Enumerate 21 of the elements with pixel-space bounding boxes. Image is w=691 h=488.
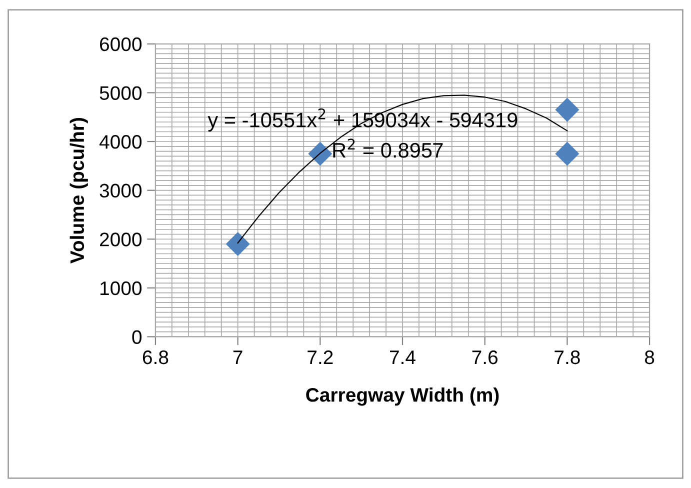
- x-tick-label: 7.2: [308, 350, 333, 364]
- y-tick-label: 0: [132, 330, 142, 344]
- point: [226, 232, 250, 256]
- point: [555, 98, 580, 122]
- x-tick-label: 8: [644, 350, 654, 364]
- annotation: R$^{2}$ = 0.8957: [333, 138, 443, 158]
- y-tick-label: 3000: [100, 184, 142, 198]
- point: [555, 142, 580, 166]
- y-axis-title: Volume (pcu/hr): [70, 118, 88, 264]
- y-tick-label: 5000: [100, 86, 142, 100]
- point: [308, 142, 332, 166]
- y-tick-label: 2000: [100, 232, 142, 246]
- x-axis-title: Carregway Width (m): [306, 387, 499, 406]
- x-tick-label: 7.6: [472, 350, 498, 364]
- x-tick-label: 7: [233, 350, 242, 364]
- y-tick-label: 4000: [99, 134, 142, 149]
- y-tick-label: 6000: [100, 37, 142, 52]
- x-tick-label: 7.4: [390, 350, 416, 364]
- x-tick-label: 6.8: [142, 350, 168, 364]
- x-tick-label: 7.8: [554, 350, 580, 364]
- y-tick-label: 1000: [100, 281, 142, 296]
